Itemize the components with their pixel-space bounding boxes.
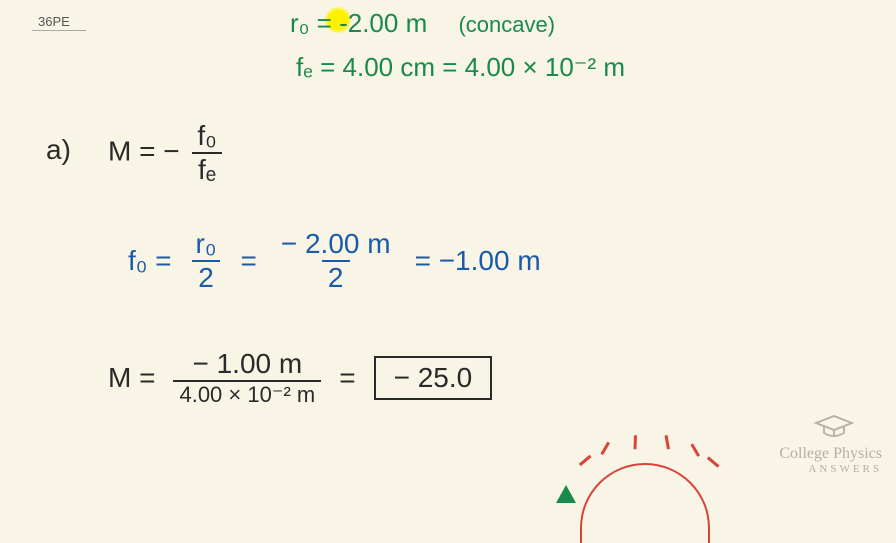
r0-text: r₀ = -2.00 m (290, 8, 427, 38)
cap-icon (812, 413, 856, 441)
m-den: 4.00 × 10⁻² m (173, 380, 321, 408)
f0-val-num: − 2.00 m (275, 228, 397, 260)
m-eq: = (339, 362, 355, 394)
watermark-line2: ANSWERS (779, 463, 882, 475)
m-label: M = (108, 362, 155, 394)
ray-4 (665, 435, 670, 449)
ray-2 (600, 441, 609, 454)
f0-derivation: f₀ = r₀ 2 = − 2.00 m 2 = −1.00 m (128, 228, 541, 294)
f0-r0-num: r₀ (190, 228, 223, 260)
ray-1 (579, 454, 591, 465)
watermark: College Physics ANSWERS (779, 445, 882, 475)
m-result: − 25.0 (394, 362, 473, 393)
mag-numerator: f₀ (191, 120, 222, 152)
ray-3 (634, 435, 637, 449)
answer-box: − 25.0 (374, 356, 493, 400)
problem-label: 36PE (38, 14, 70, 29)
mag-denominator: fₑ (192, 152, 222, 186)
given-r0: r₀ = -2.00 m (concave) (290, 8, 555, 39)
ray-5 (690, 443, 699, 456)
magnification-formula: M = − f₀ fₑ (108, 120, 223, 186)
mirror-arc (580, 463, 710, 543)
m-equals-neg: M = − (108, 135, 180, 166)
label-underline (32, 30, 86, 31)
concave-note: (concave) (458, 12, 555, 37)
green-triangle (556, 485, 576, 503)
f0-label: f₀ = (128, 245, 172, 277)
ray-6 (707, 456, 719, 467)
f0-result: = −1.00 m (415, 245, 541, 277)
watermark-line1: College Physics (779, 445, 882, 463)
f0-eq1: = (240, 245, 256, 277)
m-num: − 1.00 m (186, 348, 308, 380)
m-calculation: M = − 1.00 m 4.00 × 10⁻² m = − 25.0 (108, 348, 492, 408)
given-fe: fₑ = 4.00 cm = 4.00 × 10⁻² m (296, 52, 625, 83)
part-a-marker: a) (46, 134, 71, 166)
f0-val-den: 2 (322, 260, 350, 294)
f0-r0-den: 2 (192, 260, 220, 294)
